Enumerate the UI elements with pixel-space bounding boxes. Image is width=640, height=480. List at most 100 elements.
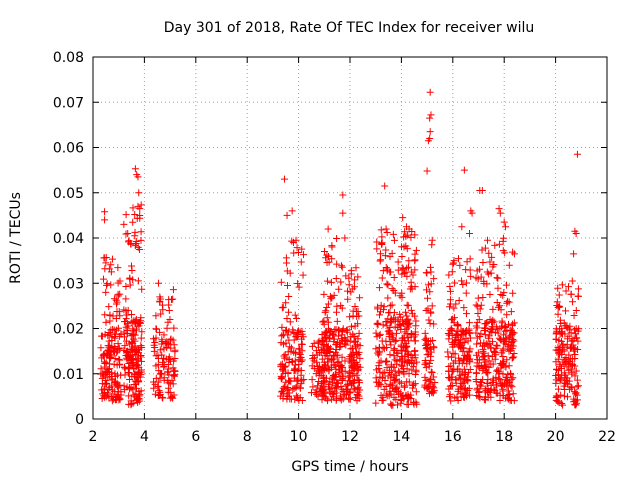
data-point (384, 372, 392, 380)
data-point (325, 367, 333, 375)
data-point (296, 394, 304, 402)
data-point (460, 356, 468, 364)
data-point (343, 326, 351, 334)
data-point (460, 304, 468, 312)
data-point (499, 392, 507, 400)
data-point (411, 337, 419, 345)
data-point (565, 283, 572, 291)
data-point (574, 292, 582, 300)
data-point (111, 379, 119, 387)
data-point (102, 318, 110, 326)
data-point (346, 388, 354, 396)
data-point (337, 278, 345, 286)
data-point (494, 366, 502, 374)
data-point (354, 376, 362, 384)
data-point (324, 362, 332, 370)
data-point (340, 390, 348, 398)
data-point (335, 285, 343, 293)
data-point (574, 345, 582, 353)
data-point (131, 242, 139, 250)
data-point (393, 329, 401, 337)
data-point (482, 319, 490, 327)
data-point (156, 374, 164, 382)
data-point (114, 264, 122, 272)
data-point (574, 382, 582, 390)
x-tick-label: 8 (243, 429, 252, 445)
data-point (122, 282, 130, 290)
data-point (374, 319, 382, 327)
data-point (346, 313, 354, 321)
data-point (342, 382, 350, 390)
data-point (448, 331, 456, 339)
data-point (553, 298, 561, 306)
data-point (404, 321, 412, 329)
data-point (339, 209, 347, 217)
y-axis-ticks: 0 0.01 0.02 0.03 0.04 0.05 0.06 0.07 0.08 (53, 50, 607, 428)
data-point (293, 244, 301, 252)
data-point (103, 280, 111, 288)
data-point (387, 390, 395, 398)
data-point (348, 381, 356, 389)
data-point (296, 384, 304, 392)
data-point (280, 175, 288, 183)
data-point (328, 243, 336, 251)
data-point (558, 400, 566, 408)
data-point (473, 386, 481, 394)
data-point (164, 365, 172, 373)
data-point (153, 325, 161, 333)
data-point (395, 369, 403, 377)
data-point (407, 268, 415, 276)
data-point (280, 352, 288, 360)
data-point (378, 396, 386, 404)
data-point (342, 341, 350, 349)
data-point (295, 345, 303, 353)
data-point (345, 281, 353, 289)
data-point (347, 323, 355, 331)
data-point (486, 290, 494, 298)
data-point (137, 236, 145, 244)
data-point (451, 279, 459, 287)
data-point (102, 259, 110, 267)
data-point (284, 386, 292, 394)
data-point (115, 344, 123, 352)
data-point (116, 277, 124, 285)
data-point (398, 252, 406, 260)
data-point (426, 134, 434, 142)
data-point (496, 324, 504, 332)
data-point (567, 290, 575, 298)
data-point (170, 372, 178, 380)
data-point (554, 310, 562, 318)
data-point (299, 271, 307, 279)
data-point (124, 229, 132, 237)
data-point (170, 357, 178, 365)
data-point (450, 257, 458, 265)
data-points (97, 88, 583, 409)
data-point (407, 306, 415, 314)
data-point (330, 360, 338, 368)
data-point (473, 334, 481, 342)
data-point (445, 363, 453, 371)
data-point (560, 319, 568, 327)
data-point (102, 288, 110, 296)
data-point (510, 350, 518, 358)
data-point (169, 336, 177, 344)
data-point (497, 290, 505, 298)
data-point (122, 307, 130, 315)
data-point (351, 302, 359, 310)
data-point (446, 283, 454, 291)
data-point (292, 392, 300, 400)
data-point (158, 370, 166, 378)
data-point (396, 313, 404, 321)
data-point (293, 314, 301, 322)
data-point (100, 386, 108, 394)
data-point (475, 356, 483, 364)
data-point (489, 305, 497, 313)
data-point (353, 371, 361, 379)
data-point (568, 277, 576, 285)
data-point (509, 353, 517, 361)
data-point (168, 376, 176, 384)
data-point (122, 211, 130, 219)
data-point (318, 396, 326, 404)
data-point (449, 343, 457, 351)
data-point (502, 340, 510, 348)
